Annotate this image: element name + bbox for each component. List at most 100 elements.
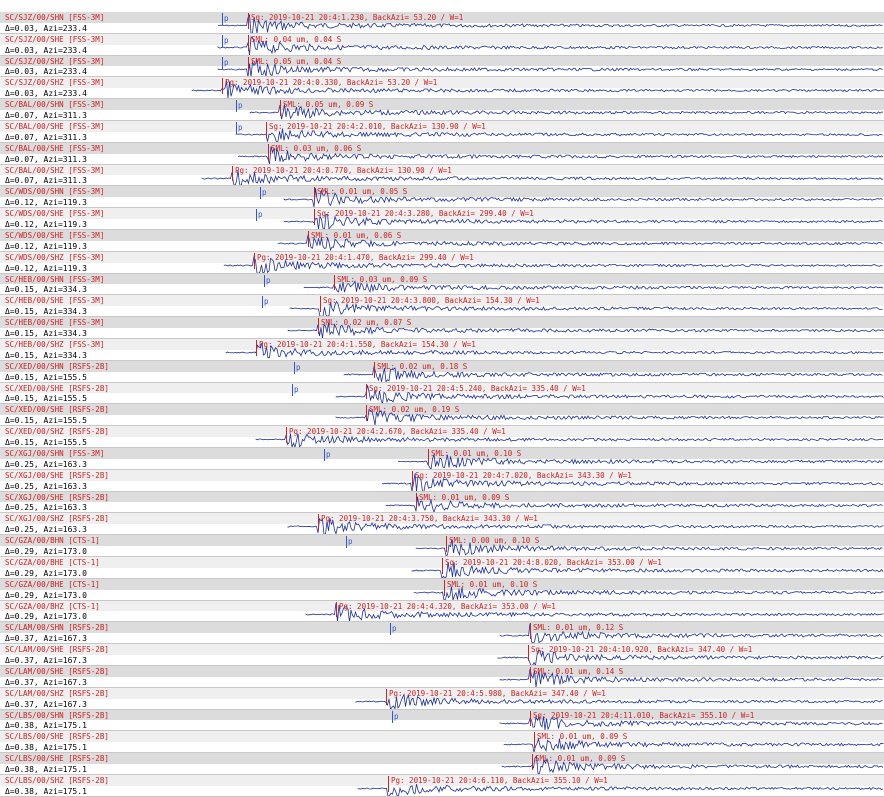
waveform[interactable] <box>0 252 884 274</box>
phase-pick-marker[interactable] <box>412 470 413 487</box>
phase-pick-label[interactable]: SML: 0.01 um, 0.12 S <box>533 623 624 633</box>
waveform[interactable] <box>0 557 884 579</box>
phase-pick-marker[interactable] <box>232 165 233 182</box>
trace-row[interactable]: SC/WDS/00/SHN [FSS-3M] Δ=0.12, Azi=119.3 S… <box>0 186 884 209</box>
waveform[interactable] <box>0 426 884 448</box>
waveform[interactable] <box>0 579 884 601</box>
phase-pick-label[interactable]: Pg: 2019-10-21 20:4:5.980, BackAzi= 347.… <box>389 688 606 698</box>
phase-pick-label[interactable]: SML: 0.02 um, 0.07 S <box>321 318 412 328</box>
phase-pick-marker[interactable] <box>280 100 281 116</box>
waveform[interactable] <box>0 361 884 383</box>
phase-pick-label[interactable]: SML: 0.03 um, 0.06 S <box>271 143 362 153</box>
phase-pick-label[interactable]: Sg: 2019-10-21 20:4:2.010, BackAzi= 130.… <box>269 122 486 131</box>
phase-pick-marker[interactable] <box>222 78 223 95</box>
waveform[interactable] <box>0 731 884 753</box>
waveform[interactable] <box>0 688 884 710</box>
phase-pick-marker[interactable] <box>530 623 531 640</box>
phase-pick-label[interactable]: SML: 0.01 um, 0.09 S <box>537 732 628 742</box>
phase-pick-label[interactable]: Pg: 2019-10-21 20:4:4.320, BackAzi= 353.… <box>339 601 556 611</box>
waveform[interactable] <box>0 492 884 514</box>
phase-pick-marker[interactable] <box>254 252 255 269</box>
waveform[interactable] <box>0 121 884 143</box>
waveform[interactable] <box>0 513 884 536</box>
phase-pick-marker[interactable] <box>314 209 315 225</box>
trace-row[interactable]: SC/SJZ/00/SHZ [FSS-3M] Δ=0.03, Azi=233.4 S… <box>0 55 884 78</box>
waveform[interactable] <box>0 710 884 732</box>
phase-pick-marker[interactable] <box>336 601 337 618</box>
waveform[interactable] <box>0 339 884 361</box>
trace-row[interactable]: SC/GZA/00/BHE [CTS-1] Δ=0.29, Azi=173.0 Sg… <box>0 557 884 579</box>
phase-pick-label[interactable]: SML: 0.05 um, 0.04 S <box>251 56 342 66</box>
trace-row[interactable]: SC/XED/00/SHZ [RSFS-2B] Δ=0.15, Azi=155.5… <box>0 426 884 448</box>
phase-pick-label[interactable]: Sg: 2019-10-21 20:4:1.230, BackAzi= 53.2… <box>251 13 464 22</box>
trace-row[interactable]: SC/BAL/00/SHZ [FSS-3M] Δ=0.07, Azi=311.3 P… <box>0 164 884 187</box>
phase-pick-label[interactable]: Sg: 2019-10-21 20:4:8.020, BackAzi= 353.… <box>445 558 662 567</box>
trace-row[interactable]: SC/BAL/00/SHE [FSS-3M] Δ=0.07, Azi=311.3 S… <box>0 142 884 165</box>
trace-row[interactable]: SC/XGJ/00/SHZ [RSFS-2B] Δ=0.25, Azi=163.3… <box>0 513 884 536</box>
phase-pick-marker[interactable] <box>248 13 249 29</box>
phase-pick-label[interactable]: Sg: 2019-10-21 20:4:7.020, BackAzi= 343.… <box>415 470 632 480</box>
waveform[interactable] <box>0 12 884 34</box>
waveform[interactable] <box>0 470 884 492</box>
phase-pick-marker[interactable] <box>314 187 315 204</box>
phase-pick-marker[interactable] <box>532 754 533 770</box>
phase-pick-marker[interactable] <box>268 143 269 160</box>
phase-pick-marker[interactable] <box>428 449 429 465</box>
trace-row[interactable]: SC/SJZ/00/SHN [FSS-3M] Δ=0.03, Azi=233.4 S… <box>0 12 884 34</box>
trace-row[interactable]: SC/LBS/00/SHE [RSFS-2B] Δ=0.38, Azi=175.1… <box>0 731 884 754</box>
phase-pick-label[interactable]: SML: 0.01 um, 0.10 S <box>431 449 522 458</box>
phase-pick-label[interactable]: Pg: 2019-10-21 20:4:3.750, BackAzi= 343.… <box>321 514 538 524</box>
waveform[interactable] <box>0 295 884 318</box>
phase-pick-marker[interactable] <box>446 536 447 552</box>
waveform[interactable] <box>0 34 884 56</box>
phase-pick-label[interactable]: SML: 0.05 um, 0.09 S <box>283 100 374 110</box>
trace-row[interactable]: SC/BAL/00/SHE [FSS-3M] Δ=0.07, Azi=311.3 S… <box>0 121 884 143</box>
trace-row[interactable]: SC/SJZ/00/SHE [FSS-3M] Δ=0.03, Azi=233.4 S… <box>0 33 884 56</box>
phase-pick-label[interactable]: SML: 0.02 um, 0.18 S <box>377 361 468 371</box>
phase-pick-label[interactable]: Sg: 2019-10-21 20:4:5.240, BackAzi= 335.… <box>369 383 586 393</box>
waveform[interactable] <box>0 165 884 187</box>
phase-pick-label[interactable]: Pg: 2019-10-21 20:4:2.670, BackAzi= 335.… <box>289 427 506 437</box>
phase-pick-label[interactable]: Pg: 2019-10-21 20:4:0.770, BackAzi= 130.… <box>235 165 452 175</box>
trace-row[interactable]: SC/WDS/00/SHE [FSS-3M] Δ=0.12, Azi=119.3 S… <box>0 208 884 230</box>
trace-row[interactable]: SC/XED/00/SHE [RSFS-2B] Δ=0.15, Azi=155.5… <box>0 382 884 405</box>
phase-pick-label[interactable]: SML: 0.01 um, 0.09 S <box>535 754 626 764</box>
trace-row[interactable]: SC/LBS/00/SHZ [RSFS-2B] Δ=0.38, Azi=175.1… <box>0 775 884 797</box>
phase-pick-label[interactable]: Pg: 2019-10-21 20:4:6.110, BackAzi= 355.… <box>391 776 608 785</box>
phase-pick-marker[interactable] <box>386 688 387 705</box>
trace-row[interactable]: SC/GZA/00/BHZ [CTS-1] Δ=0.29, Azi=173.0 Pg… <box>0 600 884 623</box>
phase-pick-label[interactable]: Sg: 2019-10-21 20:4:3.280, BackAzi= 299.… <box>317 209 534 219</box>
trace-row[interactable]: SC/WDS/00/SHE [FSS-3M] Δ=0.12, Azi=119.3 S… <box>0 230 884 252</box>
trace-row[interactable]: SC/HEB/00/SHN [FSS-3M] Δ=0.15, Azi=334.3 S… <box>0 273 884 296</box>
phase-pick-marker[interactable] <box>534 732 535 749</box>
phase-pick-label[interactable]: SML: 0.01 um, 0.14 S <box>533 667 624 676</box>
phase-pick-label[interactable]: SML: 0.04 um, 0.04 S <box>251 34 342 44</box>
waveform[interactable] <box>0 601 884 623</box>
waveform[interactable] <box>0 230 884 252</box>
phase-pick-label[interactable]: Sg: 2019-10-21 20:4:10.920, BackAzi= 347… <box>531 645 753 655</box>
phase-pick-label[interactable]: SML: 0.00 um, 0.10 S <box>449 536 540 546</box>
trace-row[interactable]: SC/XGJ/00/SHE [RSFS-2B] Δ=0.25, Azi=163.3… <box>0 469 884 492</box>
phase-pick-marker[interactable] <box>248 34 249 51</box>
phase-pick-marker[interactable] <box>444 579 445 596</box>
phase-pick-label[interactable]: SML: 0.03 um, 0.09 S <box>337 274 428 284</box>
phase-pick-marker[interactable] <box>286 427 287 443</box>
trace-row[interactable]: SC/HEB/00/SHZ [FSS-3M] Δ=0.15, Azi=334.3 P… <box>0 339 884 361</box>
phase-pick-label[interactable]: SML: 0.02 um, 0.19 S <box>369 405 460 415</box>
waveform[interactable] <box>0 644 884 666</box>
phase-pick-label[interactable]: Pg: 2019-10-21 20:4:0.330, BackAzi= 53.2… <box>225 78 438 88</box>
waveform[interactable] <box>0 56 884 78</box>
phase-pick-marker[interactable] <box>334 274 335 291</box>
phase-pick-marker[interactable] <box>318 514 319 531</box>
phase-pick-marker[interactable] <box>442 558 443 574</box>
trace-row[interactable]: SC/XED/00/SHN [RSFS-2B] Δ=0.15, Azi=155.5… <box>0 360 884 383</box>
trace-row[interactable]: SC/SJZ/00/SHZ [FSS-3M] Δ=0.03, Azi=233.4 P… <box>0 77 884 100</box>
waveform[interactable] <box>0 753 884 775</box>
phase-pick-label[interactable]: SML: 0.01 um, 0.10 S <box>447 579 538 589</box>
waveform[interactable] <box>0 77 884 99</box>
trace-row[interactable]: SC/LBS/00/SHE [RSFS-2B] Δ=0.38, Azi=175.1… <box>0 753 884 775</box>
phase-pick-marker[interactable] <box>256 340 257 356</box>
trace-row[interactable]: SC/BAL/00/SHN [FSS-3M] Δ=0.07, Azi=311.3 S… <box>0 99 884 121</box>
trace-row[interactable]: SC/XGJ/00/SHN [FSS-3M] Δ=0.25, Azi=163.3 S… <box>0 448 884 470</box>
